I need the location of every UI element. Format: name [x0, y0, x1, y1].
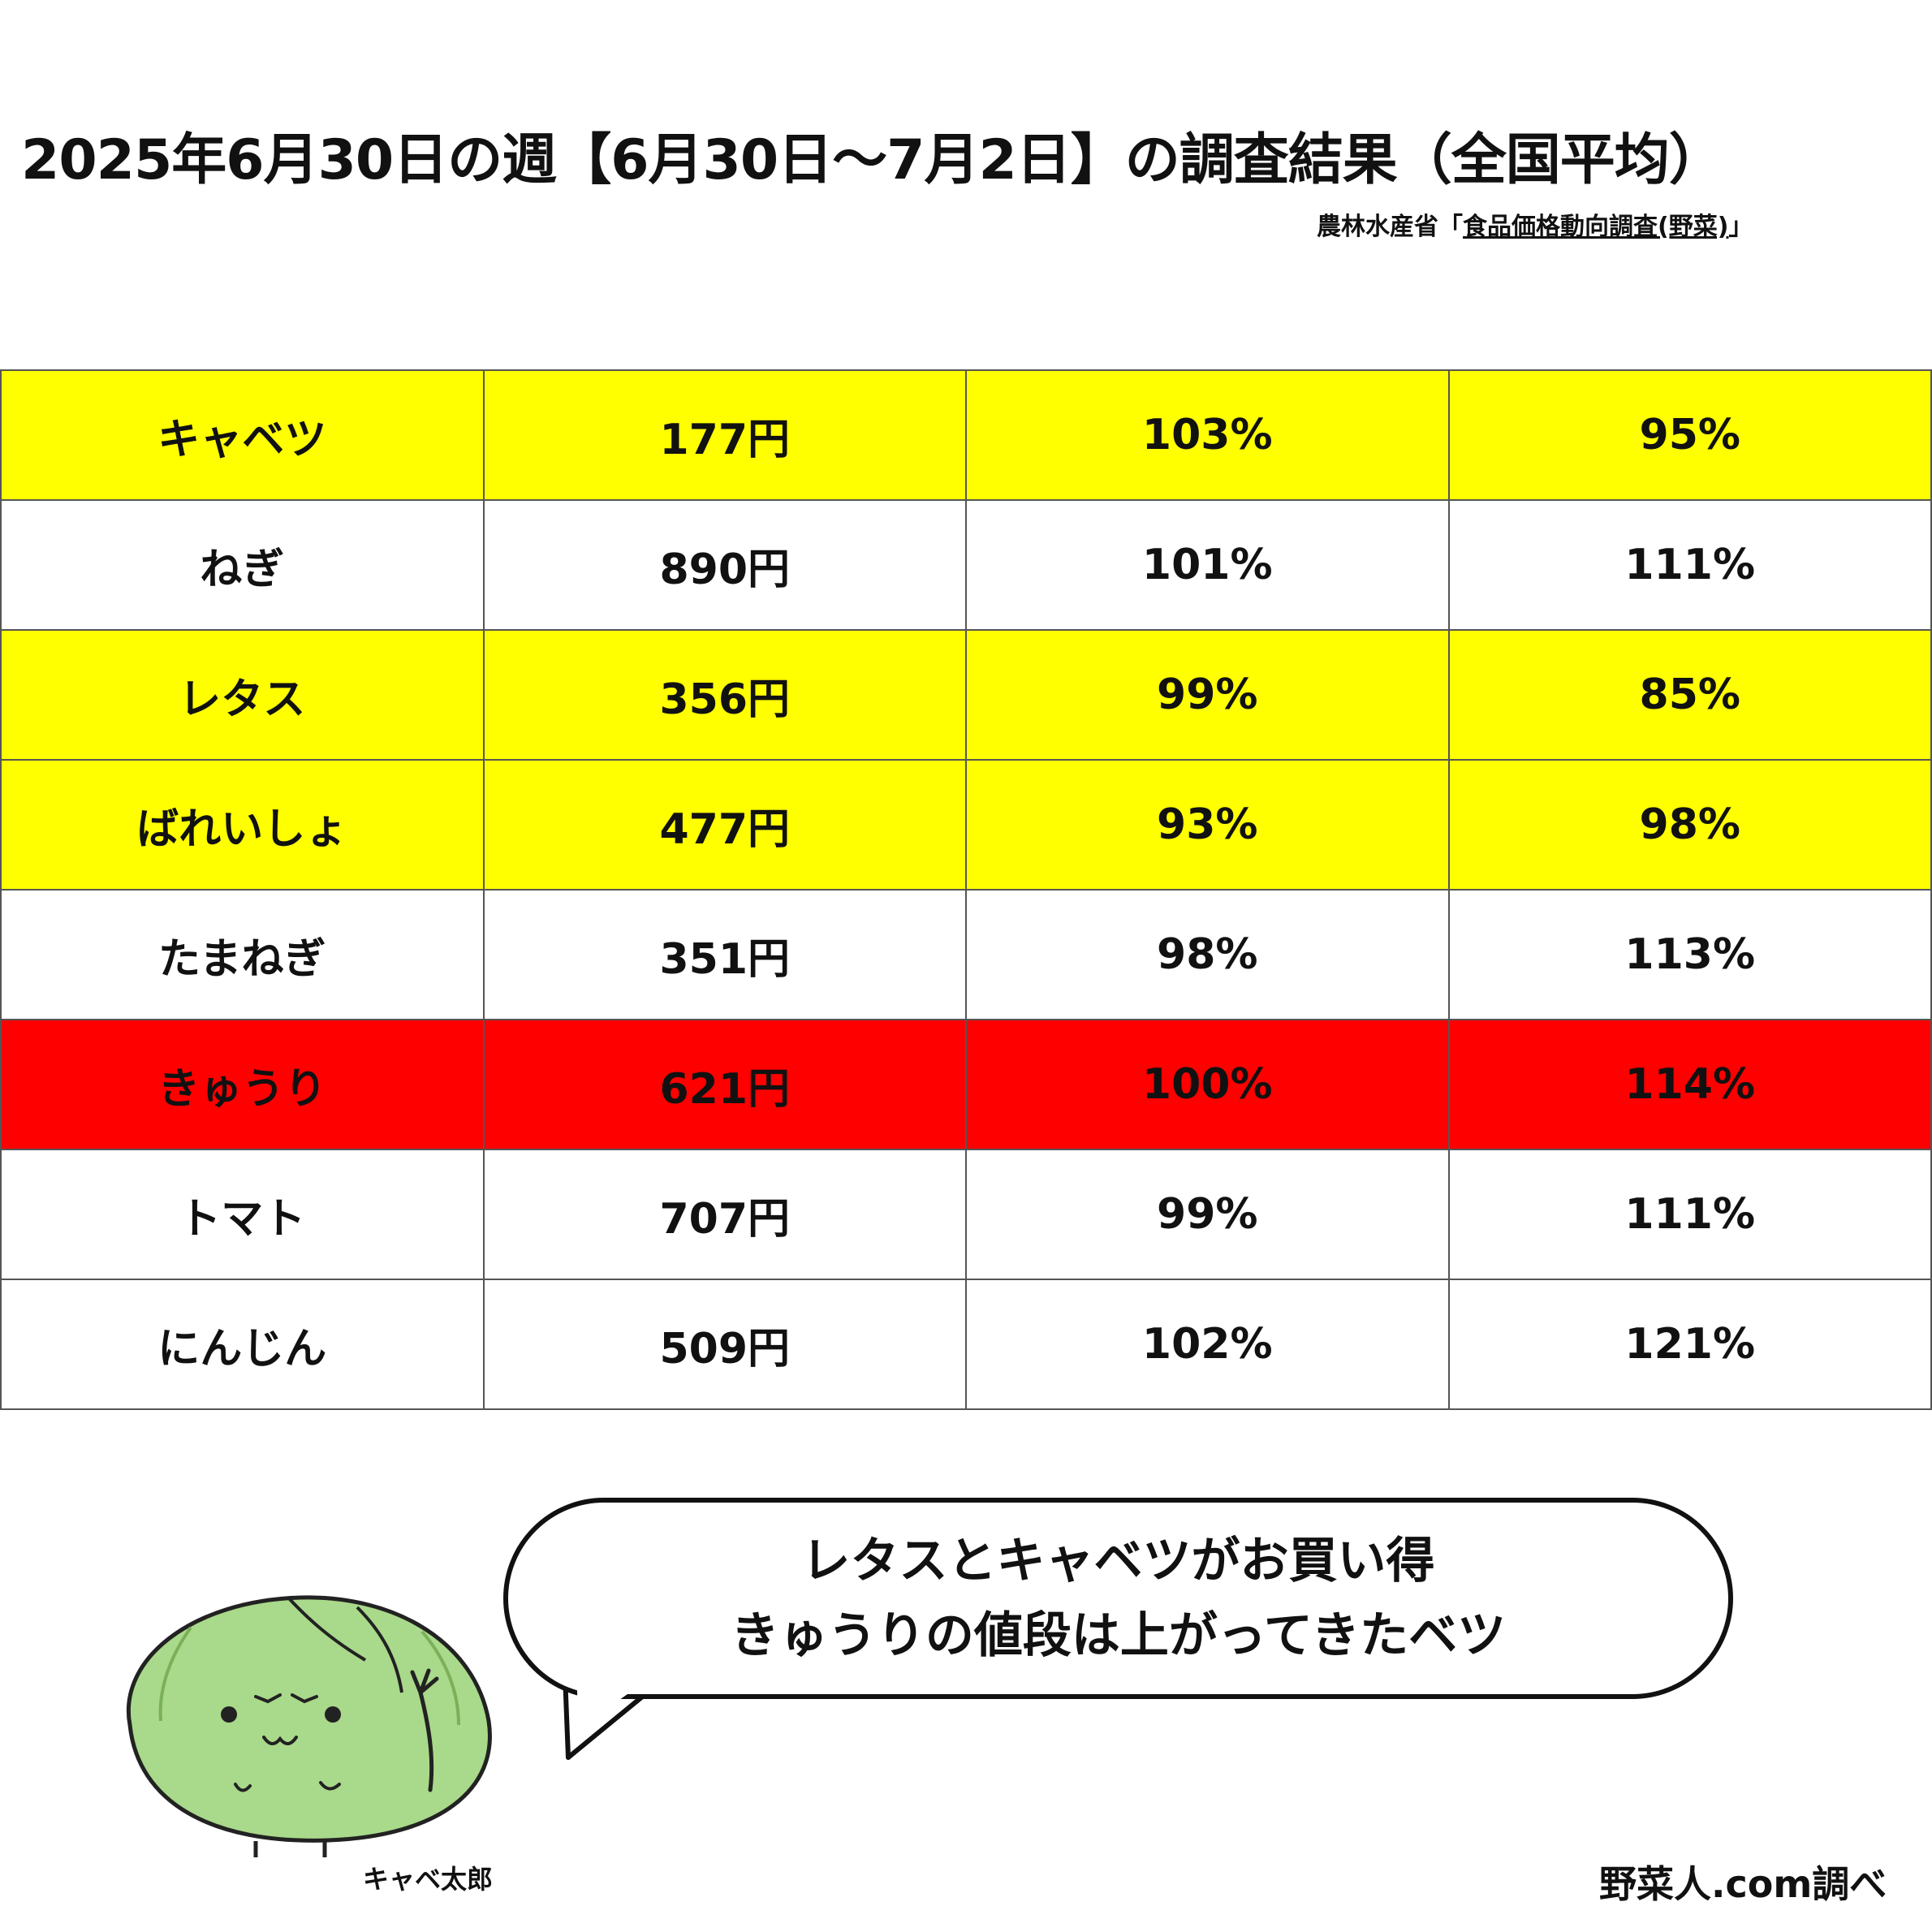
cabbage-mascot-icon: [126, 1595, 492, 1857]
table-row: にんじん 509円 102% 121%: [0, 1279, 1932, 1410]
speech-line-1: レタスとキャベツがお買い得: [801, 1533, 1435, 1589]
vegetable-name-cell: キャベツ: [0, 369, 485, 501]
prev-week-ratio-cell: 100%: [965, 1019, 1450, 1150]
mascot-name: キャベ太郎: [363, 1864, 494, 1895]
price-cell: 351円: [482, 889, 967, 1020]
vegetable-name-cell: ねぎ: [0, 499, 485, 631]
vegetable-name-cell: トマト: [0, 1149, 485, 1280]
speech-bubble: レタスとキャベツがお買い得 きゅうりの値段は上がってきたベツ: [503, 1498, 1733, 1699]
normal-year-ratio-cell: 85%: [1447, 629, 1932, 761]
normal-year-ratio-cell: 98%: [1447, 759, 1932, 891]
credit: 野菜人.com調べ: [1599, 1862, 1887, 1906]
normal-year-ratio-cell: 114%: [1447, 1019, 1932, 1150]
price-cell: 356円: [482, 629, 967, 761]
normal-year-ratio-cell: 111%: [1447, 499, 1932, 631]
table-row: ねぎ 890円 101% 111%: [0, 499, 1932, 631]
normal-year-ratio-cell: 95%: [1447, 369, 1932, 501]
prev-week-ratio-cell: 103%: [965, 369, 1450, 501]
table-row: キャベツ 177円 103% 95%: [0, 369, 1932, 501]
normal-year-ratio-cell: 111%: [1447, 1149, 1932, 1280]
prev-week-ratio-cell: 98%: [965, 889, 1450, 1020]
prev-week-ratio-cell: 99%: [965, 1149, 1450, 1280]
source-link[interactable]: 食品価格動向調査(野菜): [1463, 213, 1729, 241]
prev-week-ratio-cell: 99%: [965, 629, 1450, 761]
table-row: レタス 356円 99% 85%: [0, 629, 1932, 761]
table-row: たまねぎ 351円 98% 113%: [0, 889, 1932, 1020]
normal-year-ratio-cell: 113%: [1447, 889, 1932, 1020]
price-cell: 707円: [482, 1149, 967, 1280]
prev-week-ratio-cell: 93%: [965, 759, 1450, 891]
price-cell: 621円: [482, 1019, 967, 1150]
prev-week-ratio-cell: 102%: [965, 1279, 1450, 1410]
table-row: ばれいしょ 477円 93% 98%: [0, 759, 1932, 891]
prev-week-ratio-cell: 101%: [965, 499, 1450, 631]
price-cell: 890円: [482, 499, 967, 631]
table-row: きゅうり 621円 100% 114%: [0, 1019, 1932, 1150]
vegetable-name-cell: ばれいしょ: [0, 759, 485, 891]
source-suffix: 」: [1728, 213, 1753, 241]
source-prefix: 農林水産省「: [1317, 213, 1463, 241]
price-cell: 177円: [482, 369, 967, 501]
vegetable-name-cell: たまねぎ: [0, 889, 485, 1020]
vegetable-name-cell: きゅうり: [0, 1019, 485, 1150]
speech-line-2: きゅうりの値段は上がってきたベツ: [730, 1607, 1507, 1664]
vegetable-name-cell: にんじん: [0, 1279, 485, 1410]
price-table: キャベツ 177円 103% 95% ねぎ 890円 101% 111% レタス…: [0, 369, 1932, 1410]
price-cell: 509円: [482, 1279, 967, 1410]
normal-year-ratio-cell: 121%: [1447, 1279, 1932, 1410]
price-cell: 477円: [482, 759, 967, 891]
table-row: トマト 707円 99% 111%: [0, 1149, 1932, 1280]
vegetable-name-cell: レタス: [0, 629, 485, 761]
page-title: 2025年6月30日の週【6月30日〜7月2日】の調査結果（全国平均）: [21, 128, 1724, 192]
source-citation: 農林水産省「食品価格動向調査(野菜)」: [1317, 206, 1753, 242]
